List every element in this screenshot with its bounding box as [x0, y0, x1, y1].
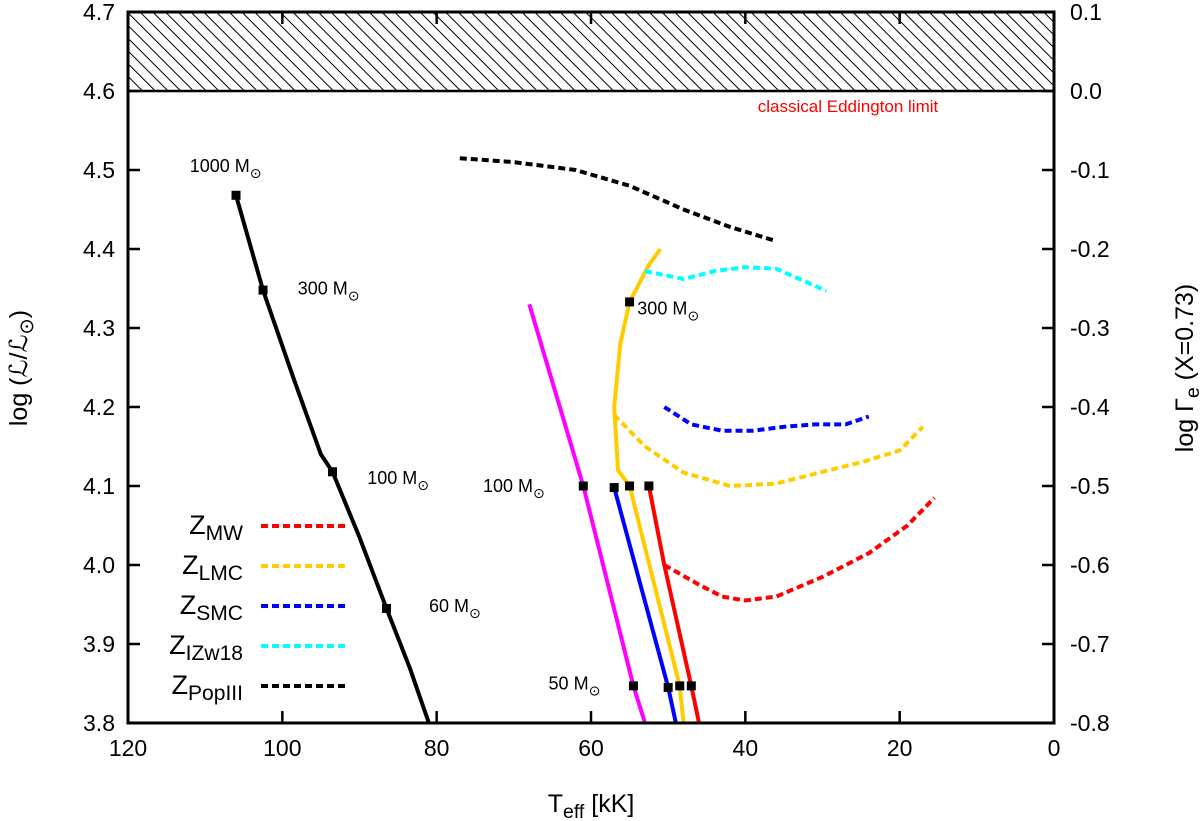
y2-tick-label-0: -0.8: [1070, 710, 1110, 736]
series-izw18-dashed: [644, 265, 828, 293]
y2-tick-label-9: 0.1: [1070, 0, 1102, 25]
mass-label-6: 50 M⊙: [549, 674, 601, 699]
y-tick-label-7: 4.5: [83, 157, 115, 183]
legend-label-3: ZIZw18: [169, 630, 243, 665]
x-tick-label-3: 60: [578, 735, 604, 761]
series-popiii-zams: [234, 194, 431, 723]
mass-marker-0: [231, 190, 241, 200]
y-axis-title: log (ℒ/ℒ⊙): [5, 310, 38, 426]
mass-marker-10: [663, 682, 673, 692]
plot-frame: [126, 10, 1056, 725]
mass-label-3: 60 M⊙: [429, 596, 481, 621]
y2-tick-label-4: -0.4: [1070, 394, 1110, 420]
y-tick-label-6: 4.4: [83, 236, 115, 262]
mass-label-5: 100 M⊙: [483, 476, 545, 501]
y-tick-label-4: 4.2: [83, 394, 115, 420]
axes: 120 100 80 60 40 20 0 3.8 3.9 4.0 4.1 4.2 4.3 4.4 4.5 4…: [5, 0, 1200, 821]
y2-tick-label-7: -0.1: [1070, 157, 1110, 183]
y-tick-label-0: 3.8: [83, 710, 115, 736]
series-smc-dashed: [663, 405, 870, 433]
x-tick-label-5: 20: [887, 735, 913, 761]
series-lmc-zams: [612, 247, 686, 723]
annotations: 1000 M⊙ 300 M⊙ 100 M⊙ 60 M⊙ 300 M⊙ 100 M⊙ 50 M…: [190, 156, 699, 698]
series-magenta-zams: [527, 303, 647, 723]
x-tick-label-1: 100: [263, 735, 301, 761]
mass-marker-5: [578, 481, 588, 491]
legend-label-2: ZSMC: [180, 590, 243, 625]
series-group: [234, 156, 936, 723]
mass-label-2: 100 M⊙: [367, 468, 429, 493]
series-mw-zams: [646, 485, 701, 723]
x-tick-label-4: 40: [733, 735, 759, 761]
legend-label-4: ZPopIII: [172, 670, 244, 705]
eddington-hatch-region: classical Eddington limit: [128, 12, 1054, 116]
mass-marker-4: [625, 297, 635, 307]
legend: ZMW ZLMC ZSMC ZIZw18 ZPopIII: [169, 510, 349, 705]
mass-marker-8: [644, 481, 654, 491]
mass-marker-7: [625, 481, 635, 491]
series-popiii-dashed: [459, 156, 777, 244]
y2-tick-label-8: 0.0: [1070, 78, 1102, 104]
y2-tick-label-3: -0.5: [1070, 473, 1110, 499]
series-lmc-dashed: [612, 413, 925, 488]
y2-tick-label-1: -0.7: [1070, 631, 1110, 657]
y2-tick-label-2: -0.6: [1070, 552, 1110, 578]
mass-label-4: 300 M⊙: [637, 298, 699, 323]
y-tick-label-9: 4.7: [83, 0, 115, 25]
mass-markers: [231, 190, 696, 692]
x-tick-label-6: 0: [1048, 735, 1061, 761]
x-axis-title: Teff [kK]: [548, 790, 635, 821]
mass-marker-9: [628, 681, 638, 691]
y2-tick-label-5: -0.3: [1070, 315, 1110, 341]
mass-label-1: 300 M⊙: [298, 279, 360, 304]
y-tick-label-3: 4.1: [83, 473, 115, 499]
mass-marker-3: [382, 603, 392, 613]
mass-marker-11: [675, 681, 685, 691]
y-tick-label-8: 4.6: [83, 78, 115, 104]
mass-marker-1: [258, 285, 268, 295]
hatch-fill: [128, 12, 1054, 91]
mass-marker-12: [686, 681, 696, 691]
mass-marker-6: [609, 483, 619, 493]
y-tick-label-2: 4.0: [83, 552, 115, 578]
y2-tick-label-6: -0.2: [1070, 236, 1110, 262]
eddington-limit-label: classical Eddington limit: [758, 97, 939, 116]
mass-label-0: 1000 M⊙: [190, 156, 262, 181]
y2-axis-title: log Γe (X=0.73): [1171, 284, 1200, 452]
mass-marker-2: [327, 467, 337, 477]
series-mw-dashed: [663, 496, 936, 603]
x-tick-label-0: 120: [109, 735, 147, 761]
y-tick-label-1: 3.9: [83, 631, 115, 657]
y-tick-label-5: 4.3: [83, 315, 115, 341]
legend-label-0: ZMW: [189, 510, 243, 545]
legend-label-1: ZLMC: [182, 550, 243, 585]
x-tick-label-2: 80: [424, 735, 450, 761]
